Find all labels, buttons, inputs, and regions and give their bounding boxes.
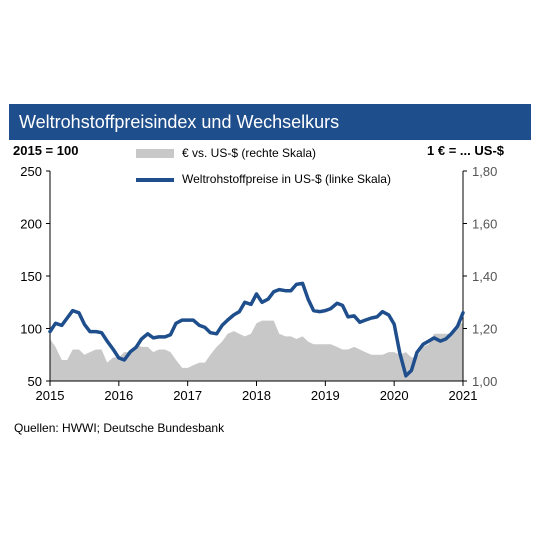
y-left-tick-label: 200 bbox=[20, 217, 42, 232]
source-note: Quellen: HWWI; Deutsche Bundesbank bbox=[14, 421, 225, 435]
y-right-tick-label: 1,20 bbox=[472, 322, 497, 337]
legend-label-exchange-rate: € vs. US-$ (rechte Skala) bbox=[182, 146, 317, 160]
y-left-tick-label: 50 bbox=[28, 374, 42, 389]
legend-swatch-line bbox=[136, 178, 174, 182]
series-line-commodity-prices bbox=[48, 281, 465, 378]
legend-swatch-area bbox=[136, 149, 174, 158]
y-right-tick-label: 1,40 bbox=[472, 269, 497, 284]
x-tick-label: 2018 bbox=[242, 388, 271, 403]
x-tick-label: 2016 bbox=[104, 388, 133, 403]
legend-item-exchange-rate: € vs. US-$ (rechte Skala) bbox=[136, 146, 396, 162]
x-tick-label: 2019 bbox=[311, 388, 340, 403]
y-right-tick-label: 1,00 bbox=[472, 374, 497, 389]
left-axis-unit: 2015 = 100 bbox=[13, 143, 79, 158]
x-tick-label: 2020 bbox=[380, 388, 409, 403]
chart-header-bar: Weltrohstoffpreisindex und Wechselkurs bbox=[9, 104, 531, 140]
x-tick-label: 2015 bbox=[36, 388, 65, 403]
x-tick-label: 2017 bbox=[173, 388, 202, 403]
y-left-tick-label: 250 bbox=[20, 164, 42, 179]
x-tick-label: 2021 bbox=[449, 388, 478, 403]
chart-title: Weltrohstoffpreisindex und Wechselkurs bbox=[19, 112, 340, 132]
y-left-tick-label: 100 bbox=[20, 322, 42, 337]
legend-item-commodity-prices: Weltrohstoffpreise in US-$ (linke Skala) bbox=[136, 172, 436, 188]
y-right-tick-label: 1,80 bbox=[472, 164, 497, 179]
y-left-tick-label: 150 bbox=[20, 269, 42, 284]
y-right-tick-label: 1,60 bbox=[472, 217, 497, 232]
legend-label-commodity-prices: Weltrohstoffpreise in US-$ (linke Skala) bbox=[182, 172, 391, 186]
series-area-exchange-rate bbox=[50, 320, 463, 381]
right-axis-unit: 1 € = ... US-$ bbox=[427, 143, 504, 158]
